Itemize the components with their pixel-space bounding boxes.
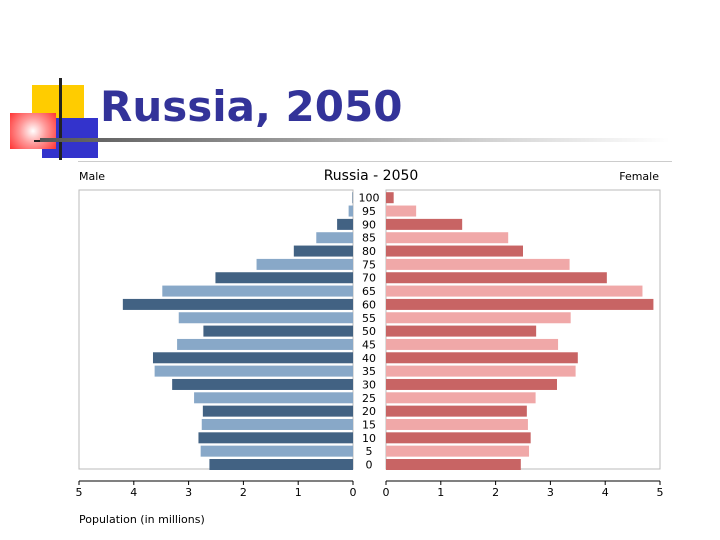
age-label: 20 xyxy=(362,405,376,418)
male-bar-70 xyxy=(215,272,353,284)
female-bar-0 xyxy=(386,459,521,470)
x-axis-label: Population (in millions) xyxy=(79,513,205,526)
male-bar-0 xyxy=(209,459,353,470)
female-bar-85 xyxy=(386,232,509,244)
male-bar-30 xyxy=(172,378,353,390)
male-label: Male xyxy=(79,170,105,183)
male-bar-10 xyxy=(198,432,353,444)
female-bar-15 xyxy=(386,418,528,430)
x-tick-label: 1 xyxy=(295,486,302,499)
age-label: 40 xyxy=(362,352,376,365)
female-bar-30 xyxy=(386,378,557,390)
x-tick-label: 5 xyxy=(76,486,83,499)
female-bar-50 xyxy=(386,325,537,337)
age-label: 15 xyxy=(362,418,376,431)
x-tick-label: 4 xyxy=(602,486,609,499)
chart-header-rule xyxy=(78,161,672,162)
male-bar-20 xyxy=(202,405,353,417)
x-tick-label: 3 xyxy=(185,486,192,499)
age-label: 95 xyxy=(362,205,376,218)
age-label: 100 xyxy=(359,192,380,205)
female-bar-55 xyxy=(386,312,571,324)
age-label: 75 xyxy=(362,258,376,271)
age-label: 55 xyxy=(362,312,376,325)
female-bar-45 xyxy=(386,338,559,350)
vertical-rule xyxy=(59,78,62,160)
age-label: 80 xyxy=(362,245,376,258)
female-bar-35 xyxy=(386,365,576,377)
male-bar-90 xyxy=(337,218,353,230)
female-bar-25 xyxy=(386,392,536,404)
male-bar-35 xyxy=(154,365,353,377)
x-tick-label: 2 xyxy=(492,486,499,499)
age-label: 5 xyxy=(366,445,373,458)
bars-group xyxy=(122,192,654,470)
x-ticks-group: 5 4 3 2 1 0 0 1 2 3 4 5 xyxy=(76,481,664,499)
male-bar-40 xyxy=(152,352,353,364)
age-label: 35 xyxy=(362,365,376,378)
female-bar-75 xyxy=(386,258,570,270)
female-label: Female xyxy=(619,170,659,183)
age-label: 65 xyxy=(362,285,376,298)
male-bar-45 xyxy=(177,338,353,350)
female-bar-20 xyxy=(386,405,527,417)
male-bar-75 xyxy=(256,258,353,270)
male-bar-25 xyxy=(194,392,353,404)
x-tick-label: 4 xyxy=(130,486,137,499)
male-bar-50 xyxy=(203,325,353,337)
age-label: 30 xyxy=(362,378,376,391)
x-tick-label: 0 xyxy=(350,486,357,499)
female-bar-65 xyxy=(386,285,643,297)
female-bar-40 xyxy=(386,352,578,364)
female-bar-5 xyxy=(386,445,530,457)
age-label: 90 xyxy=(362,218,376,231)
male-bar-85 xyxy=(316,232,353,244)
male-bar-15 xyxy=(201,418,353,430)
red-square xyxy=(10,113,56,149)
female-bar-95 xyxy=(386,205,417,217)
male-bar-95 xyxy=(348,205,353,217)
x-tick-label: 3 xyxy=(547,486,554,499)
male-bar-55 xyxy=(178,312,353,324)
male-bar-65 xyxy=(162,285,353,297)
x-tick-label: 0 xyxy=(383,486,390,499)
x-tick-label: 5 xyxy=(657,486,664,499)
female-bar-100 xyxy=(386,192,394,204)
chart-title: Russia - 2050 xyxy=(324,168,419,184)
age-labels-group: 0510152025303540455055606570758085909510… xyxy=(359,192,380,472)
age-label: 50 xyxy=(362,325,376,338)
age-label: 60 xyxy=(362,298,376,311)
title-underline xyxy=(40,138,670,142)
age-label: 85 xyxy=(362,232,376,245)
x-tick-label: 2 xyxy=(240,486,247,499)
male-bar-5 xyxy=(200,445,353,457)
age-label: 0 xyxy=(366,459,373,472)
age-label: 70 xyxy=(362,272,376,285)
slide-title: Russia, 2050 xyxy=(100,82,403,131)
female-bar-80 xyxy=(386,245,523,257)
female-bar-10 xyxy=(386,432,531,444)
age-label: 45 xyxy=(362,338,376,351)
x-tick-label: 1 xyxy=(437,486,444,499)
female-bar-60 xyxy=(386,298,654,310)
age-label: 25 xyxy=(362,392,376,405)
male-bar-60 xyxy=(122,298,353,310)
male-bar-100 xyxy=(352,192,353,204)
female-bar-90 xyxy=(386,218,463,230)
age-label: 10 xyxy=(362,432,376,445)
male-bar-80 xyxy=(293,245,353,257)
female-bar-70 xyxy=(386,272,607,284)
